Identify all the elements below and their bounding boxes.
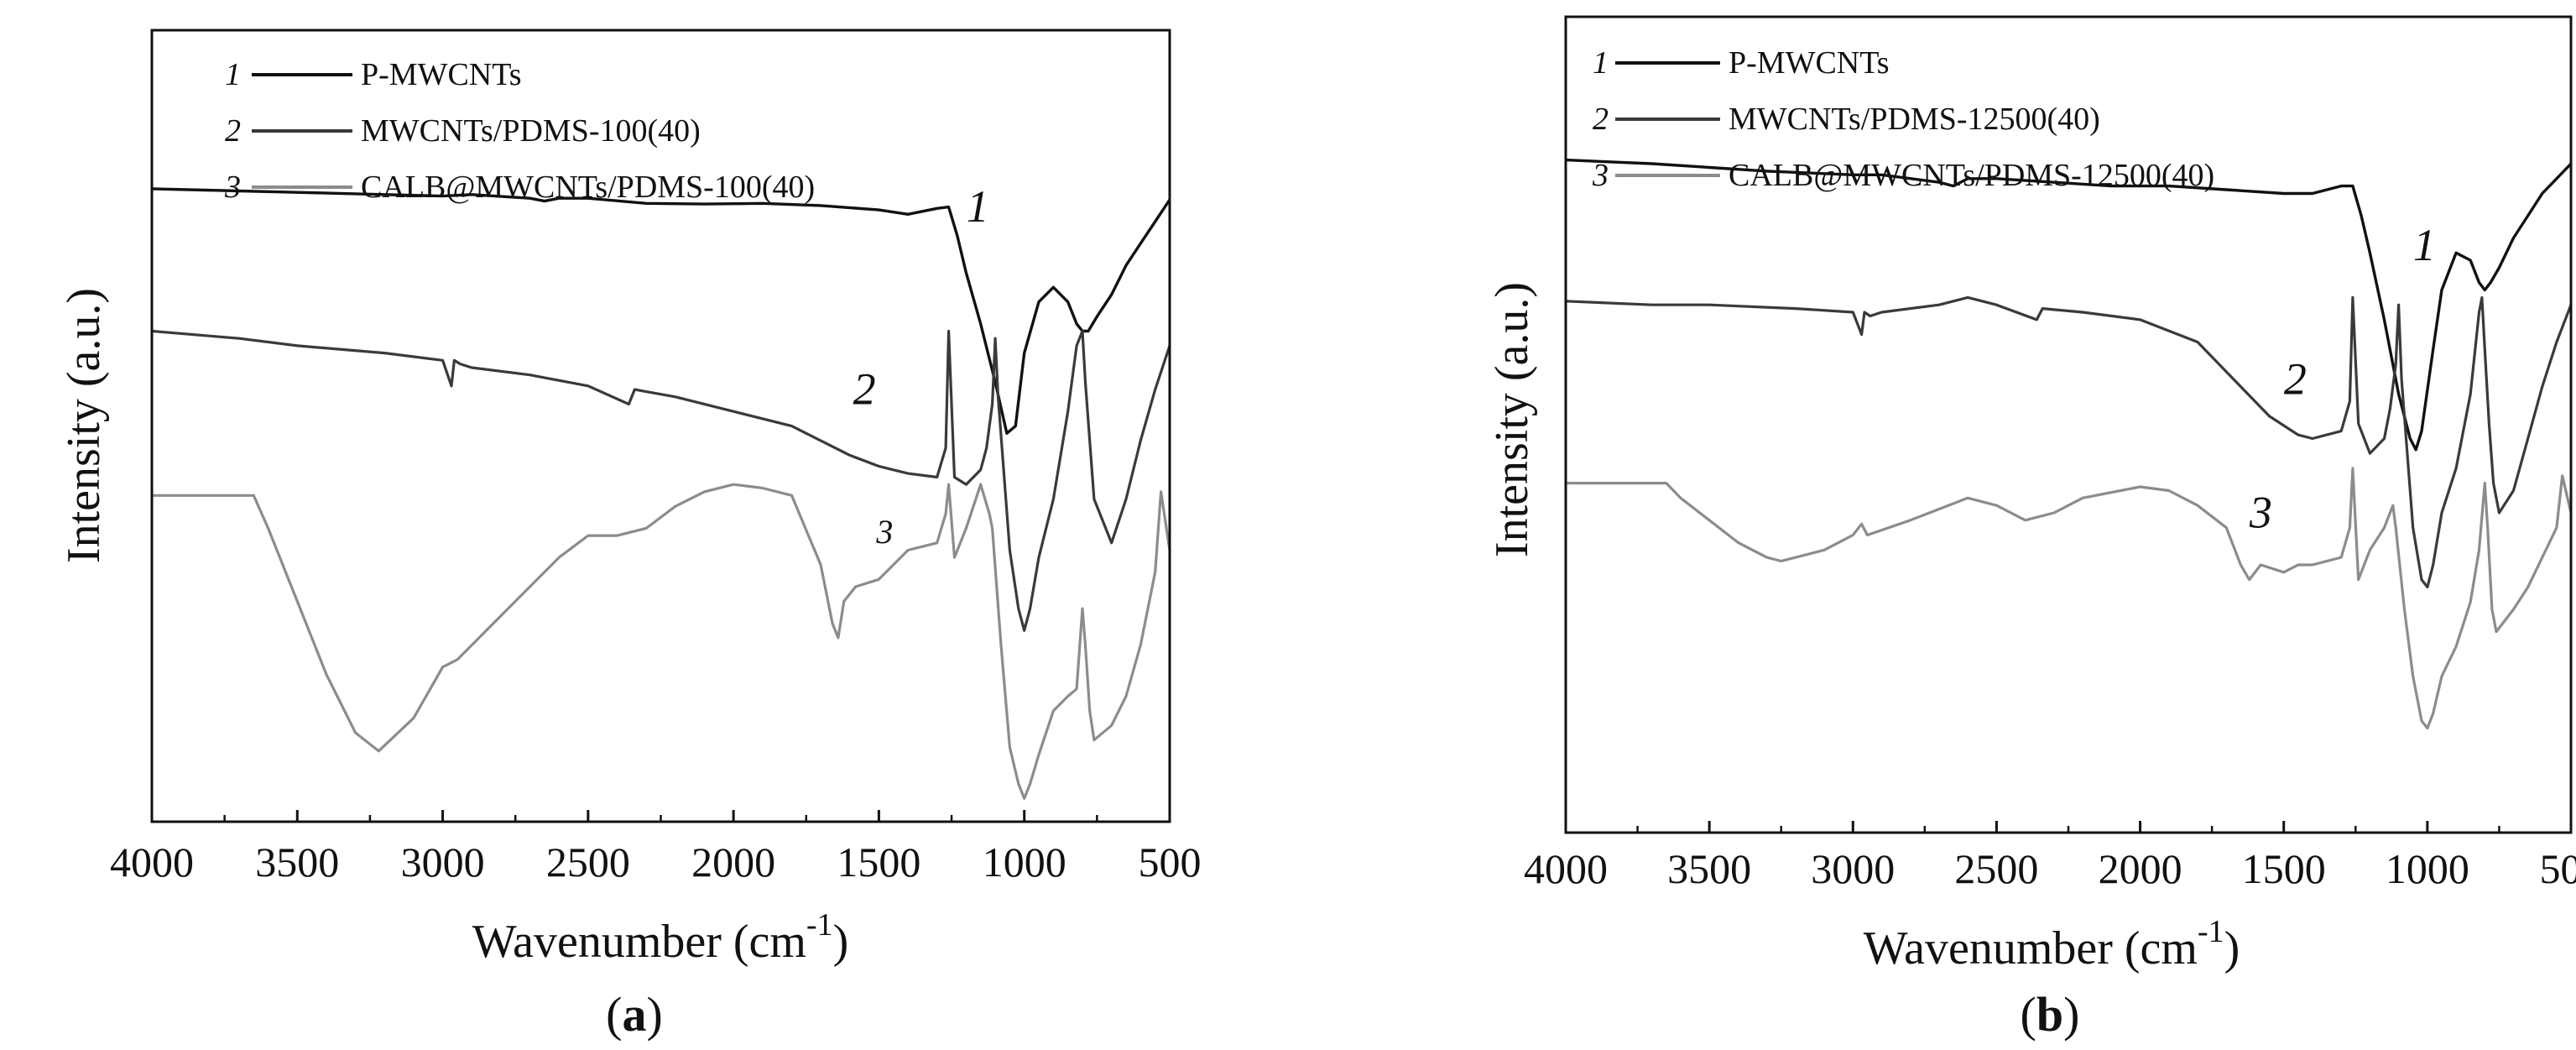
panel-b-x-axis-title-close: ) <box>2224 922 2240 974</box>
panel-b-label-open: ( <box>2021 987 2036 1042</box>
panel-a-x-tick-label-500: 500 <box>1139 838 1202 885</box>
panel-b-legend-entry-1: 1 P-MWCNTs <box>1593 45 1890 81</box>
panel-a-x-tick-label-3500: 3500 <box>255 838 339 885</box>
panel-b-y-axis-title: Intensity (a.u.) <box>1486 282 1538 557</box>
panel-a-plot-area <box>150 29 1171 823</box>
panel-b-legend: 1 P-MWCNTs 2 MWCNTs/PDMS-12500(40) 3 CAL… <box>1592 45 2214 193</box>
panel-a-x-tick-label-3000: 3000 <box>401 838 485 885</box>
panel-a-series-layer <box>152 187 1170 800</box>
panel-a: 4000 3500 3000 2500 2000 1500 1000 500 1 2 3 1 P-… <box>58 29 1202 1042</box>
panel-a-x-tick-label-1500: 1500 <box>837 838 920 885</box>
panel-a-label-letter: a <box>623 987 647 1042</box>
panel-a-x-tick-label-4000: 4000 <box>110 838 194 885</box>
panel-b-x-tick-label-3500: 3500 <box>1667 845 1751 892</box>
panel-a-curve-labels: 1 2 3 <box>853 181 989 551</box>
panel-a-curve-label-3: 3 <box>875 513 893 551</box>
panel-a-x-axis-title-main: Wavenumber (cm <box>472 916 806 968</box>
panel-a-legend-label-2: MWCNTs/PDMS-100(40) <box>361 113 701 149</box>
panel-b: 4000 3500 3000 2500 2000 1500 1000 500 1 2 3 1 P-… <box>1486 15 2576 1042</box>
panel-a-legend-entry-1: 1 P-MWCNTs <box>225 57 522 92</box>
panel-a-x-axis-title: Wavenumber (cm-1) <box>472 907 849 968</box>
panel-a-x-tick-label-2500: 2500 <box>546 838 630 885</box>
panel-b-x-axis-title-main: Wavenumber (cm <box>1864 922 2198 974</box>
panel-b-x-ticks: 4000 3500 3000 2500 2000 1500 1000 500 <box>1524 821 2576 892</box>
panel-a-series-1-line <box>152 187 1170 435</box>
panel-a-legend-number-1: 1 <box>225 57 241 92</box>
panel-a-legend-entry-3: 3 CALB@MWCNTs/PDMS-100(40) <box>224 170 815 205</box>
panel-a-y-axis-title: Intensity (a.u.) <box>58 288 110 563</box>
panel-b-legend-number-3: 3 <box>1592 158 1609 193</box>
panel-a-legend-label-1: P-MWCNTs <box>361 57 522 92</box>
panel-b-label-close: ) <box>2063 987 2079 1042</box>
panel-b-legend-entry-3: 3 CALB@MWCNTs/PDMS-12500(40) <box>1592 158 2214 193</box>
panel-b-curve-label-2: 2 <box>2284 353 2307 404</box>
panel-b-curve-labels: 1 2 3 <box>2249 220 2436 538</box>
panel-b-legend-label-1: P-MWCNTs <box>1729 45 1890 81</box>
panel-b-legend-number-2: 2 <box>1593 102 1609 137</box>
panel-b-label: (b) <box>2021 987 2080 1042</box>
panel-a-legend-number-2: 2 <box>225 113 241 149</box>
panel-a-legend-number-3: 3 <box>224 170 241 205</box>
panel-a-legend-entry-2: 2 MWCNTs/PDMS-100(40) <box>225 113 701 149</box>
panel-b-x-tick-label-2000: 2000 <box>2099 845 2182 892</box>
panel-a-x-tick-label-2000: 2000 <box>691 838 775 885</box>
panel-b-legend-entry-2: 2 MWCNTs/PDMS-12500(40) <box>1593 102 2100 137</box>
panel-a-legend: 1 P-MWCNTs 2 MWCNTs/PDMS-100(40) 3 CALB@… <box>224 57 815 205</box>
panel-a-label: (a) <box>606 987 663 1042</box>
panel-b-x-axis-title: Wavenumber (cm-1) <box>1864 914 2240 974</box>
panel-a-label-open: ( <box>606 987 622 1042</box>
panel-b-x-tick-label-1500: 1500 <box>2242 845 2326 892</box>
panel-b-legend-label-2: MWCNTs/PDMS-12500(40) <box>1729 102 2100 137</box>
panel-b-series-layer <box>1566 158 2571 730</box>
panel-a-label-close: ) <box>647 987 663 1042</box>
panel-b-series-3-line <box>1566 467 2571 730</box>
panel-b-legend-label-3: CALB@MWCNTs/PDMS-12500(40) <box>1729 158 2214 193</box>
panel-b-x-axis-title-superscript: -1 <box>2198 914 2224 949</box>
panel-a-x-axis-title-superscript: -1 <box>806 907 833 943</box>
panel-b-x-tick-label-4000: 4000 <box>1524 845 1608 892</box>
panel-b-label-letter: b <box>2036 987 2063 1042</box>
panel-b-x-tick-label-1000: 1000 <box>2386 845 2469 892</box>
panel-b-x-tick-label-2500: 2500 <box>1954 845 2038 892</box>
panel-b-curve-label-1: 1 <box>2413 220 2436 270</box>
panel-b-x-tick-label-500: 500 <box>2540 845 2576 892</box>
panel-b-x-tick-label-3000: 3000 <box>1811 845 1895 892</box>
panel-a-x-axis-title-close: ) <box>833 916 849 968</box>
panel-b-legend-number-1: 1 <box>1593 45 1609 81</box>
panel-a-x-ticks: 4000 3500 3000 2500 2000 1500 1000 500 <box>110 810 1202 885</box>
panel-a-x-tick-label-1000: 1000 <box>983 838 1066 885</box>
panel-b-series-1-line <box>1566 158 2571 452</box>
panel-b-series-2-line <box>1566 295 2571 589</box>
panel-a-series-3-line <box>152 483 1170 800</box>
panel-a-curve-label-2: 2 <box>853 364 876 415</box>
panel-a-legend-label-3: CALB@MWCNTs/PDMS-100(40) <box>361 170 815 205</box>
panel-a-curve-label-1: 1 <box>967 181 989 232</box>
panel-a-series-2-line <box>152 329 1170 632</box>
panel-b-curve-label-3: 3 <box>2249 488 2272 538</box>
